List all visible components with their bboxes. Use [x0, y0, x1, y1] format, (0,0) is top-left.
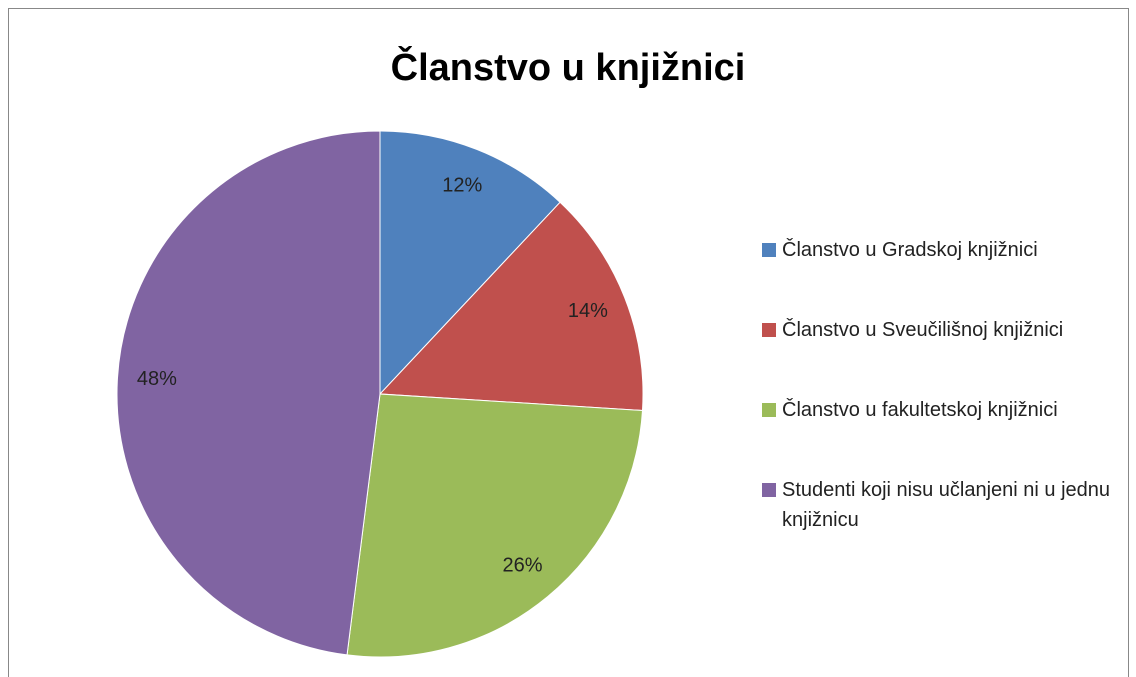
frame — [8, 8, 1129, 677]
legend-item: Članstvo u Gradskoj knjižnici — [762, 235, 1122, 265]
legend-item: Članstvo u Sveučilišnoj knjižnici — [762, 315, 1122, 345]
legend-item: Članstvo u fakultetskoj knjižnici — [762, 395, 1122, 425]
legend-swatch — [762, 243, 776, 257]
legend-swatch — [762, 323, 776, 337]
legend-swatch — [762, 483, 776, 497]
data-label: 26% — [502, 555, 542, 577]
legend-label: Članstvo u Sveučilišnoj knjižnici — [782, 319, 1064, 341]
legend-label: Studenti koji nisu učlanjeni ni u jednu … — [782, 479, 1110, 531]
chart-title: Članstvo u knjižnici — [391, 44, 746, 89]
legend-label: Članstvo u fakultetskoj knjižnici — [782, 399, 1058, 421]
pie-slice — [379, 130, 561, 396]
pie-slice — [346, 393, 644, 658]
legend-swatch — [762, 403, 776, 417]
data-label: 12% — [442, 174, 482, 196]
pie-slice — [378, 201, 644, 412]
data-label: 14% — [568, 300, 608, 322]
pie-slice — [116, 130, 381, 656]
legend-item: Studenti koji nisu učlanjeni ni u jednu … — [762, 475, 1122, 535]
data-label: 48% — [137, 368, 177, 390]
legend-label: Članstvo u Gradskoj knjižnici — [782, 239, 1038, 261]
